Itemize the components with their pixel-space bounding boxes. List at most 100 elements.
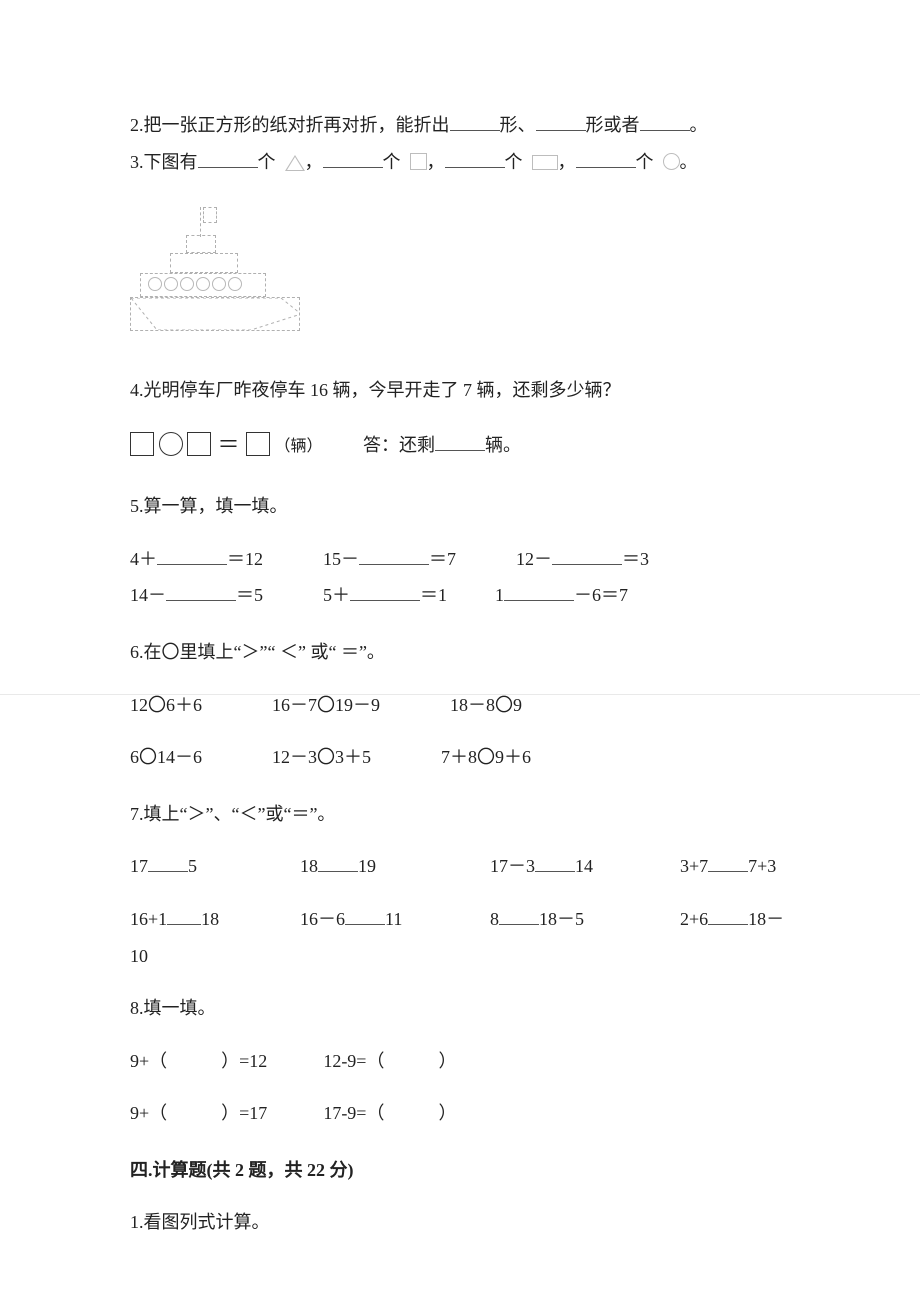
boat-pole bbox=[200, 207, 201, 237]
q7-r1d-l: 3+7 bbox=[680, 856, 708, 876]
q8-title: 8.填一填。 bbox=[130, 993, 800, 1024]
q5-r2b-blank[interactable] bbox=[350, 582, 420, 601]
q7-r2d-blank[interactable] bbox=[708, 906, 748, 925]
q7-r2c-l: 8 bbox=[490, 909, 499, 929]
q5-r1a-l: 4＋ bbox=[130, 549, 157, 569]
q5-r1b-r: ＝7 bbox=[429, 549, 456, 569]
q7-r2b-r: 11 bbox=[385, 909, 402, 929]
q3-comma-3: ， bbox=[558, 152, 576, 172]
q6-r2a: 6〇14－6 bbox=[130, 742, 202, 773]
q5-r2a-blank[interactable] bbox=[166, 582, 236, 601]
q7-r2d-r: 18－ bbox=[748, 909, 784, 929]
q7-r1b-r: 19 bbox=[358, 856, 376, 876]
q6-r2c: 7＋8〇9＋6 bbox=[441, 742, 531, 773]
q5-r2c-blank[interactable] bbox=[504, 582, 574, 601]
q7-r1c-l: 17－3 bbox=[490, 856, 535, 876]
q7-r1a-l: 17 bbox=[130, 856, 148, 876]
q5-r2c-l: 1 bbox=[495, 585, 504, 605]
circle-icon bbox=[663, 153, 680, 170]
q6-row1: 12〇6＋6 16－7〇19－9 18－8〇9 bbox=[130, 690, 800, 727]
q4-unit: （辆） bbox=[275, 438, 323, 455]
q4-box-1[interactable] bbox=[130, 432, 154, 456]
q7-r1b-blank[interactable] bbox=[318, 853, 358, 872]
q8-r2a: 9+（ ）=17 bbox=[130, 1098, 267, 1129]
q7-r1a-blank[interactable] bbox=[148, 853, 188, 872]
q4-text: 4.光明停车厂昨夜停车 16 辆，今早开走了 7 辆，还剩多少辆？ bbox=[130, 375, 800, 406]
q2-text-c: 形或者 bbox=[586, 115, 640, 135]
q3-blank-4[interactable] bbox=[576, 149, 636, 168]
q3-comma-1: ， bbox=[305, 152, 323, 172]
q5-r2b-r: ＝1 bbox=[420, 585, 447, 605]
boat-figure bbox=[130, 207, 300, 347]
q3-ge-3: 个 bbox=[505, 152, 523, 172]
q5-r1a-blank[interactable] bbox=[157, 546, 227, 565]
boat-hull bbox=[130, 297, 280, 329]
boat-flag bbox=[203, 207, 217, 223]
q2-text-d: 。 bbox=[690, 115, 708, 135]
q5-r2c-r: －6＝7 bbox=[574, 585, 628, 605]
q7-r2b-l: 16－6 bbox=[300, 909, 345, 929]
q5-r2a-l: 14－ bbox=[130, 585, 166, 605]
q7-r1a-r: 5 bbox=[188, 856, 197, 876]
q5-r1a-r: ＝12 bbox=[227, 549, 263, 569]
q4-equals: ＝ bbox=[216, 426, 242, 463]
q4-box-3[interactable] bbox=[246, 432, 270, 456]
q5-title: 5.算一算，填一填。 bbox=[130, 491, 800, 522]
q7-r2d-l: 2+6 bbox=[680, 909, 708, 929]
q3-comma-2: ， bbox=[427, 152, 445, 172]
square-icon bbox=[410, 153, 427, 170]
q4-op-circle[interactable] bbox=[159, 432, 183, 456]
q4-answer-tail: 辆。 bbox=[485, 435, 521, 455]
q7-row2: 16+118 16－611 818－5 2+618－ bbox=[130, 904, 800, 941]
boat-top-square bbox=[186, 235, 216, 253]
q7-r1c-blank[interactable] bbox=[535, 853, 575, 872]
q7-r1c-r: 14 bbox=[575, 856, 593, 876]
q5-r1c-blank[interactable] bbox=[552, 546, 622, 565]
section4-q1: 1.看图列式计算。 bbox=[130, 1207, 800, 1238]
q2-text-b: 形、 bbox=[500, 115, 536, 135]
q2-blank-1[interactable] bbox=[450, 112, 500, 131]
q7-r2b-blank[interactable] bbox=[345, 906, 385, 925]
q8-row1: 9+（ ）=12 12-9=（ ） bbox=[130, 1046, 800, 1083]
q7-r2a-r: 18 bbox=[201, 909, 219, 929]
q7-r2c-r: 18－5 bbox=[539, 909, 584, 929]
q7-title: 7.填上“＞”、“＜”或“＝”。 bbox=[130, 799, 800, 830]
q5-row1: 4＋ ＝12 15－ ＝7 12－ ＝3 bbox=[130, 544, 800, 581]
q8-r1b: 12-9=（ ） bbox=[323, 1046, 456, 1077]
q5-r1b-blank[interactable] bbox=[359, 546, 429, 565]
q7-r1d-blank[interactable] bbox=[708, 853, 748, 872]
q6-r2b: 12－3〇3＋5 bbox=[272, 742, 371, 773]
rectangle-icon bbox=[532, 155, 558, 170]
q5-r1b-l: 15－ bbox=[323, 549, 359, 569]
q7-r1d-r: 7+3 bbox=[748, 856, 776, 876]
q2-blank-2[interactable] bbox=[536, 112, 586, 131]
q8-row2: 9+（ ）=17 17-9=（ ） bbox=[130, 1098, 800, 1135]
q3-line: 3.下图有个 ，个 ，个 ，个 。 bbox=[130, 147, 800, 178]
q5-r2a-r: ＝5 bbox=[236, 585, 263, 605]
q8-r1a: 9+（ ）=12 bbox=[130, 1046, 267, 1077]
q2-text-a: 2.把一张正方形的纸对折再对折，能折出 bbox=[130, 115, 450, 135]
q7-r2c-blank[interactable] bbox=[499, 906, 539, 925]
q7-r1b-l: 18 bbox=[300, 856, 318, 876]
q7-row2-tail: 10 bbox=[130, 941, 800, 972]
q4-answer-blank[interactable] bbox=[435, 432, 485, 451]
boat-mid-rect bbox=[170, 253, 238, 273]
triangle-icon bbox=[285, 155, 305, 171]
q3-blank-1[interactable] bbox=[198, 149, 258, 168]
q7-r2a-blank[interactable] bbox=[167, 906, 201, 925]
q3-period: 。 bbox=[680, 152, 698, 172]
faint-horizontal-rule bbox=[0, 694, 920, 695]
q8-r2b: 17-9=（ ） bbox=[323, 1098, 456, 1129]
q3-blank-3[interactable] bbox=[445, 149, 505, 168]
q4-box-2[interactable] bbox=[187, 432, 211, 456]
q2-blank-3[interactable] bbox=[640, 112, 690, 131]
q5-r2b-l: 5＋ bbox=[323, 585, 350, 605]
q7-row1: 17 5 18 19 17－3 14 3+7 7+3 bbox=[130, 851, 800, 888]
q4-equation-line: ＝ （辆） 答：还剩辆。 bbox=[130, 428, 800, 465]
q2-line: 2.把一张正方形的纸对折再对折，能折出 形、 形或者 。 bbox=[130, 110, 800, 141]
q5-r1c-l: 12－ bbox=[516, 549, 552, 569]
q3-ge-4: 个 bbox=[636, 152, 654, 172]
q3-blank-2[interactable] bbox=[323, 149, 383, 168]
q5-row2: 14－ ＝5 5＋ ＝1 1 －6＝7 bbox=[130, 580, 800, 617]
q5-r1c-r: ＝3 bbox=[622, 549, 649, 569]
